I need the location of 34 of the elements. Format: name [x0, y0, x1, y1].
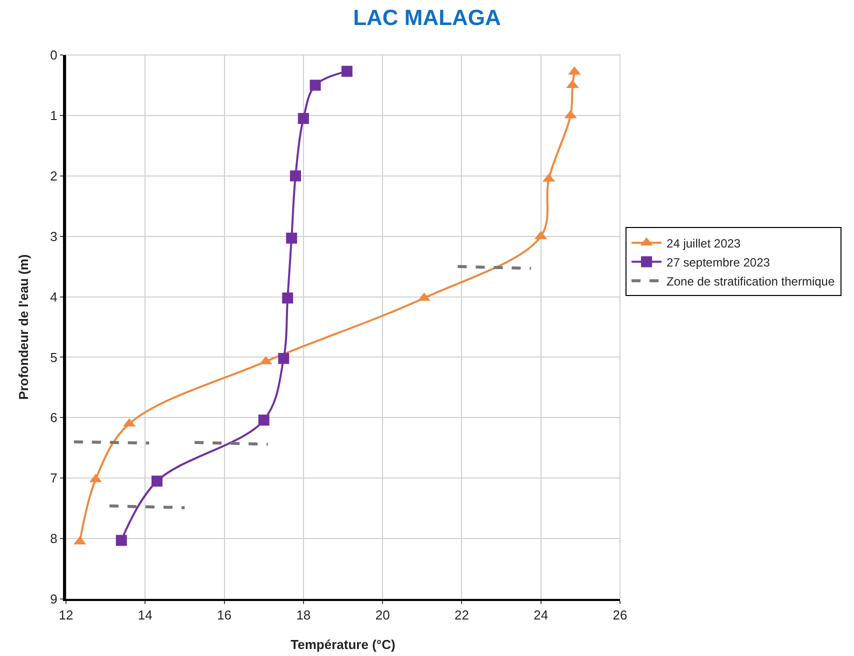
point	[258, 414, 270, 426]
point	[290, 170, 302, 182]
legend-label: Zone de stratification thermique	[666, 274, 835, 288]
legend-label: 27 septembre 2023	[666, 255, 770, 270]
point	[341, 66, 352, 77]
y-tick-label: 0	[50, 48, 58, 63]
x-tick-label: 16	[217, 608, 232, 623]
y-tick-label: 8	[50, 531, 58, 546]
point	[298, 112, 309, 124]
legend-label: 24 juillet 2023	[666, 236, 741, 250]
y-tick-label: 1	[50, 108, 58, 123]
x-tick-label: 12	[58, 608, 74, 623]
point	[310, 80, 321, 91]
y-tick-label: 5	[50, 350, 58, 365]
point	[282, 292, 294, 304]
x-tick-label: 24	[534, 608, 548, 623]
chart-title: LAC MALAGA	[353, 5, 502, 30]
y-tick-label: 3	[50, 228, 58, 244]
y-tick-label: 6	[50, 410, 58, 426]
x-tick-label: 14	[138, 608, 152, 623]
y-axis-title: Profondeur de l'eau (m)	[16, 254, 31, 400]
x-tick-label: 22	[454, 608, 469, 623]
y-tick-label: 7	[50, 470, 58, 486]
point	[278, 352, 290, 364]
y-tick-label: 9	[50, 592, 58, 607]
x-tick-label: 26	[612, 608, 628, 623]
x-axis-title: Température (°C)	[290, 637, 396, 652]
point	[152, 476, 163, 487]
x-tick-label: 20	[375, 608, 390, 623]
x-tick-label: 18	[296, 608, 311, 623]
point	[116, 534, 127, 546]
y-tick-label: 2	[50, 168, 58, 184]
y-tick-label: 4	[50, 289, 58, 304]
point	[286, 232, 298, 244]
